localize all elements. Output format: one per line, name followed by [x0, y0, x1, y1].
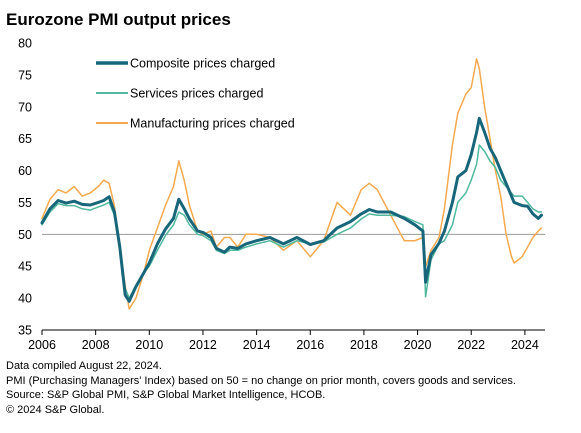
footer-source-note: Source: S&P Global PMI, S&P Global Marke…: [6, 389, 326, 401]
x-tick-label: 2018: [350, 338, 378, 352]
composite-prices-charged-line: [40, 116, 543, 303]
y-tick-label: 60: [18, 164, 32, 178]
y-tick-label: 55: [18, 196, 32, 210]
y-tick-label: 75: [18, 68, 32, 82]
y-tick-label: 40: [18, 292, 32, 306]
manufacturing-prices-charged-line: [41, 58, 543, 310]
y-tick-label: 50: [18, 228, 32, 242]
footer-date-note: Data compiled August 22, 2024.: [6, 360, 162, 372]
series-lines: [40, 58, 543, 310]
x-tick-label: 2014: [243, 338, 271, 352]
footer-pmi-note: PMI (Purchasing Managers' Index) based o…: [6, 374, 516, 387]
x-tick-label: 2006: [28, 338, 56, 352]
x-tick-label: 2008: [82, 338, 110, 352]
legend-label-composite-prices-charged: Composite prices charged: [130, 57, 275, 71]
footer-copyright: © 2024 S&P Global.: [6, 403, 105, 416]
chart-legend: Composite prices charged Services prices …: [96, 57, 295, 131]
x-tick-label: 2012: [189, 338, 217, 352]
y-tick-label: 80: [18, 37, 32, 51]
y-tick-label: 35: [18, 324, 32, 338]
x-tick-label: 2010: [135, 338, 163, 352]
y-tick-label: 70: [18, 100, 32, 114]
chart-footer: Data compiled August 22, 2024. PMI (Purc…: [6, 359, 516, 417]
chart-axes: 35 40 45 50 55 60 65 70 75 80 2006 2008 2010 2012 2014…: [18, 37, 545, 352]
legend-label-services-prices-charged: Services prices charged: [130, 87, 263, 101]
x-tick-label: 2024: [511, 338, 539, 352]
x-tick-label: 2020: [404, 338, 432, 352]
x-tick-label: 2022: [457, 338, 485, 352]
legend-label-manufacturing-prices-charged: Manufacturing prices charged: [130, 117, 295, 131]
x-tick-label: 2016: [296, 338, 324, 352]
chart-title: Eurozone PMI output prices: [6, 10, 231, 29]
y-tick-label: 45: [18, 260, 32, 274]
y-tick-label: 65: [18, 132, 32, 146]
